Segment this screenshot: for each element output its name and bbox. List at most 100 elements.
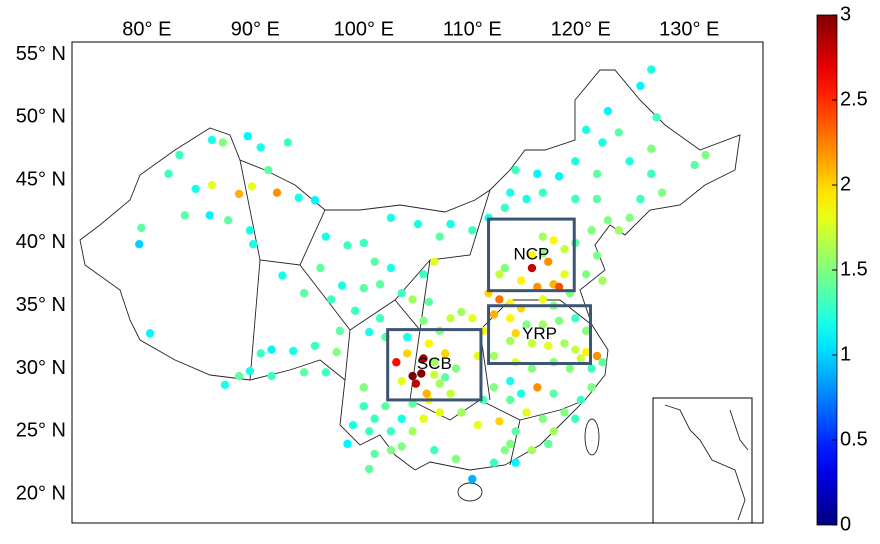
station [565, 364, 575, 373]
y-tick-label: 30° N [16, 357, 66, 379]
station [554, 172, 564, 181]
station [533, 282, 542, 292]
station [538, 232, 547, 241]
station [571, 414, 580, 423]
station [402, 349, 412, 358]
station [527, 445, 537, 455]
station [533, 383, 542, 392]
station [381, 402, 390, 411]
south-china-sea-inset [652, 397, 753, 524]
station [581, 348, 591, 357]
y-tick-label: 35° N [16, 294, 66, 316]
colorbar-tick-label: 2.5 [840, 88, 868, 110]
station [533, 169, 542, 179]
station [175, 150, 184, 160]
y-tick-label: 25° N [16, 420, 66, 442]
station [506, 336, 515, 346]
station [527, 263, 537, 273]
station [560, 270, 569, 279]
station [701, 150, 710, 160]
station [321, 368, 331, 377]
station [657, 188, 667, 197]
station [375, 314, 385, 323]
station [440, 349, 450, 358]
station [267, 345, 276, 354]
station [495, 417, 504, 426]
colorbar-tick-label: 0.5 [840, 428, 868, 450]
station [359, 383, 369, 392]
station [397, 376, 406, 386]
station [422, 389, 431, 398]
station [636, 81, 645, 91]
station [365, 464, 374, 474]
station [506, 376, 515, 386]
station [408, 371, 417, 381]
station [625, 213, 634, 223]
station [417, 369, 426, 378]
region-box [487, 217, 576, 293]
hainan-island [457, 482, 483, 502]
station [527, 339, 537, 348]
station [245, 226, 255, 235]
x-tick-label: 100° E [334, 18, 394, 40]
station [283, 138, 293, 147]
station [332, 348, 341, 357]
station [538, 188, 547, 197]
station [430, 358, 439, 367]
station [544, 439, 553, 449]
station [419, 270, 428, 279]
station [489, 351, 499, 361]
station [397, 414, 406, 423]
station [647, 144, 656, 153]
station [430, 257, 439, 266]
station [435, 408, 444, 417]
station [408, 295, 417, 304]
station [603, 216, 613, 225]
colorbar-tick-label: 2 [840, 173, 851, 195]
station [489, 310, 499, 319]
station [145, 329, 155, 338]
station [397, 442, 406, 451]
station [446, 219, 455, 229]
station [137, 223, 146, 233]
station [495, 295, 504, 304]
station [571, 345, 580, 354]
station [560, 339, 569, 348]
taiwan-island [584, 418, 600, 456]
station [511, 458, 520, 467]
station [348, 420, 358, 430]
colorbar-tick-label: 1 [840, 343, 851, 365]
station [243, 131, 252, 141]
station [419, 354, 428, 363]
x-tick-label: 80° E [122, 18, 171, 40]
station [554, 282, 564, 292]
station [435, 232, 444, 241]
station [264, 165, 273, 175]
station [386, 213, 396, 223]
colorbar-tick-label: 3 [840, 3, 851, 25]
station [337, 281, 347, 290]
station [560, 245, 569, 254]
station [571, 314, 580, 323]
station [468, 314, 477, 323]
station [538, 414, 547, 423]
station [327, 295, 336, 304]
station [581, 125, 591, 135]
station [554, 316, 564, 326]
station [538, 248, 547, 258]
station [690, 160, 699, 170]
station [408, 427, 417, 436]
station [386, 263, 396, 273]
station [135, 239, 144, 249]
region-label: NCP [513, 244, 549, 263]
station [511, 427, 520, 436]
colorbar-tick-label: 1.5 [840, 258, 868, 280]
station [549, 427, 558, 436]
station [278, 271, 287, 280]
station [310, 341, 320, 351]
station [516, 276, 526, 285]
station [489, 458, 499, 467]
region-label: YRP [522, 324, 557, 343]
station [495, 270, 504, 279]
